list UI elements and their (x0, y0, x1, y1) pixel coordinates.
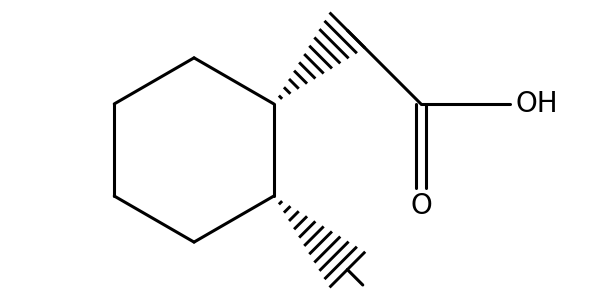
Text: O: O (410, 192, 432, 220)
Text: OH: OH (515, 90, 558, 118)
